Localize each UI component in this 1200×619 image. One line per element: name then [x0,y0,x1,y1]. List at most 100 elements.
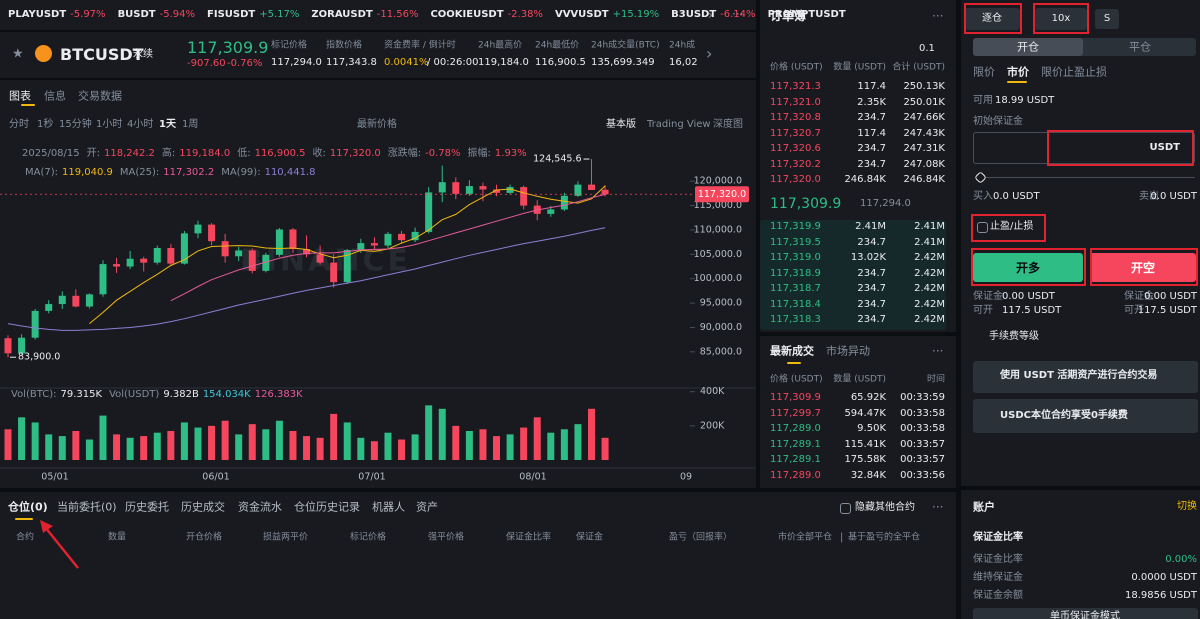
short-button[interactable] [1090,253,1196,282]
order-type[interactable]: 限价止盈止损 [1041,65,1107,79]
positions-panel [0,492,956,619]
promo-card[interactable] [973,361,1198,393]
ticker-item[interactable]: BUSDT -5.94% [118,10,195,20]
positions-tab[interactable]: 当前委托(0) [57,500,117,514]
y-tick-label: 110,000.0 [694,224,742,235]
star-icon[interactable]: ★ [12,46,24,62]
long-label[interactable]: 开多 [1015,261,1041,275]
scroll-arrow[interactable]: › [706,44,713,63]
positions-tab[interactable]: 资金流水 [238,500,282,514]
currency[interactable]: USDT [1149,142,1180,153]
price: 117,320.0 [770,174,821,185]
column-header: 标记价格 [350,532,387,543]
tpsl-label[interactable]: 止盈/止损 [990,221,1034,232]
interval[interactable]: 1天 [159,119,176,130]
promo-text[interactable]: USDC本位合约享受0手续费 [1000,410,1128,421]
slider-track[interactable] [980,177,1195,178]
chart-tab[interactable]: 信息 [44,89,66,103]
vol-value: 79.315K [60,389,103,400]
ticker-item[interactable]: B3USDT -6.14% [671,10,755,20]
interval[interactable]: 分时 [9,119,29,130]
chart-view[interactable]: 基本版 [606,119,636,130]
amount: 32.84K [850,469,886,481]
mode-button[interactable] [1095,9,1119,29]
interval[interactable]: 1秒 [37,119,54,130]
ticker-change: +15.19% [612,9,660,20]
chart-tab[interactable]: 交易数据 [78,89,122,103]
scroll-arrow[interactable]: › [708,8,713,22]
ticker-item[interactable]: PROMPTUSDT [768,10,846,20]
order-type[interactable]: 限价 [973,65,995,79]
positions-tab[interactable]: 历史委托 [125,500,169,514]
ticker-symbol: COOKIEUSDT [430,9,504,20]
volume-bar [357,437,365,460]
form-tab[interactable]: 平仓 [1129,40,1151,54]
more-icon[interactable]: ··· [932,9,944,23]
ticker-item[interactable]: COOKIEUSDT -2.38% [430,10,542,20]
tab-underline [787,362,801,364]
more-icon[interactable]: ··· [932,500,944,514]
amount: 115.41K [844,438,886,450]
long-button[interactable] [973,253,1083,282]
mode-button-label[interactable]: 单币保证金模式 [1050,611,1120,619]
amount: 117.4 [857,81,886,92]
interval[interactable]: 4小时 [127,119,154,130]
chart-tab[interactable]: 图表 [9,89,31,103]
mode[interactable]: S [1103,13,1111,24]
volume-bar [126,437,134,460]
positions-tab[interactable]: 机器人 [372,500,405,514]
order-type[interactable]: 市价 [1007,65,1029,79]
price-type[interactable]: 最新价格 [357,119,397,130]
short-label[interactable]: 开空 [1130,261,1156,275]
margin-mode[interactable]: 逐仓 [982,13,1002,24]
positions-tab[interactable]: 资产 [416,500,438,514]
y-tick-label: 105,000.0 [694,249,742,260]
candle-body [398,233,406,241]
chart-view[interactable]: Trading View [647,119,711,130]
action-link[interactable]: 基于盈亏的全平仓 [848,532,921,543]
positions-tab[interactable]: 历史成交 [181,500,225,514]
positions-tab[interactable]: 仓位(0) [8,500,48,514]
ticker-item[interactable]: FISUSDT +5.17% [207,10,299,20]
checkbox[interactable] [840,503,851,514]
trades-tab[interactable]: 市场异动 [826,344,870,358]
interval[interactable]: 1周 [182,119,199,130]
chart-view[interactable]: 深度图 [713,119,743,130]
margin-input[interactable] [973,132,1195,164]
margin-mode-button[interactable] [965,8,1020,30]
trades-tab[interactable]: 最新成交 [770,344,814,358]
action-link[interactable]: 市价全部平仓 [778,532,833,543]
interval[interactable]: 1小时 [96,119,123,130]
fee-tier[interactable]: 手续费等级 [989,331,1039,342]
leverage[interactable]: 10x [1051,13,1071,24]
promo-text[interactable]: 使用 USDT 活期资产进行合约交易 [1000,370,1158,381]
x-tick-label: 06/01 [202,472,229,483]
volume-bar [465,430,473,460]
promo-card[interactable] [973,399,1198,433]
checkbox[interactable] [977,222,988,233]
stat-label: 24h最低价 [535,40,580,51]
volume-bar [560,429,568,460]
total: 2.42M [914,283,945,294]
interval[interactable]: 15分钟 [59,119,92,130]
more-icon[interactable]: ··· [932,344,944,358]
ticker-item[interactable]: PLAYUSDT -5.97% [8,10,106,20]
tab-active[interactable] [973,38,1083,56]
form-tab[interactable]: 开仓 [1017,40,1039,54]
precision[interactable]: 0.1 [919,43,935,54]
ticker-item[interactable]: VVVUSDT +15.19% [555,10,659,20]
stat-value: 116,900.5 [535,57,586,68]
volume-bar [601,437,609,460]
volume-bar [588,408,596,460]
tab-underline [15,518,33,520]
positions-tab[interactable]: 仓位历史记录 [294,500,360,514]
hide-others[interactable]: 隐藏其他合约 [855,502,915,513]
column-header: 价格 (USDT) [770,62,823,73]
leverage-button[interactable] [1035,8,1087,30]
volume-bar [370,441,378,460]
switch-link[interactable]: 切换 [1177,501,1197,512]
ticker-symbol: BUSDT [117,9,156,20]
ticker-item[interactable]: ZORAUSDT -11.56% [311,10,418,20]
more-icon[interactable]: ··· [732,7,744,21]
mode-button[interactable] [973,608,1198,619]
